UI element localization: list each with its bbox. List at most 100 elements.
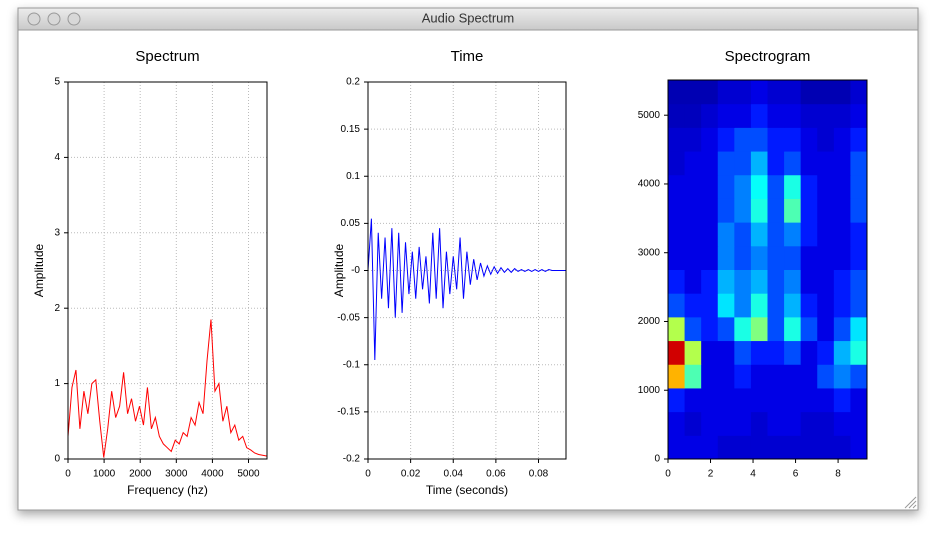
heat-cell <box>701 387 719 413</box>
window-title: Audio Spectrum <box>422 10 515 25</box>
heat-cell <box>684 174 702 199</box>
heat-cell <box>701 293 719 318</box>
resize-grip[interactable] <box>904 496 917 509</box>
heat-cell <box>717 364 735 389</box>
y-tick-label: 3 <box>54 227 60 238</box>
x-tick-label: 2000 <box>129 469 152 480</box>
heat-cell <box>817 222 835 247</box>
y-tick-label: 1000 <box>638 385 661 396</box>
heat-cell <box>850 364 868 389</box>
heat-cell <box>684 103 702 128</box>
heat-cell <box>850 80 868 105</box>
y-tick-label: 4000 <box>638 179 661 190</box>
heat-cell <box>734 151 752 176</box>
heat-cell <box>701 80 719 105</box>
heat-cell <box>734 198 752 223</box>
heat-cell <box>767 103 785 128</box>
plot-frame <box>667 79 868 460</box>
heat-cell <box>784 127 802 152</box>
heat-cell <box>833 103 851 128</box>
heat-cell <box>701 103 719 128</box>
heat-cell <box>800 198 818 223</box>
heat-cell <box>717 387 735 413</box>
heat-cell <box>833 340 851 365</box>
title-bar <box>17 7 919 31</box>
heat-cell <box>668 269 686 294</box>
zoom-button[interactable] <box>67 12 81 26</box>
heat-cell <box>750 80 768 105</box>
heat-cell <box>750 435 768 460</box>
close-button[interactable] <box>27 12 41 26</box>
heat-cell <box>850 198 868 223</box>
heat-cell <box>684 127 702 152</box>
heat-cell <box>833 127 851 152</box>
y-tick-label: -0.15 <box>337 407 360 418</box>
plot-background <box>68 82 267 459</box>
heat-cell <box>668 245 686 270</box>
y-tick-label: 0.1 <box>346 171 360 182</box>
heat-cell <box>717 174 735 199</box>
y-tick-label: 1 <box>54 378 60 389</box>
heat-cell <box>767 316 785 342</box>
heat-cell <box>684 198 702 223</box>
heat-cell <box>701 340 719 365</box>
heat-cell <box>750 387 768 413</box>
heat-cell <box>833 387 851 413</box>
heat-cell <box>850 411 868 436</box>
heat-cell <box>701 269 719 294</box>
x-tick-label: 4 <box>750 469 756 480</box>
heat-cell <box>684 80 702 105</box>
x-tick-label: 0.08 <box>529 469 549 480</box>
heat-cell <box>817 293 835 318</box>
heat-cell <box>684 151 702 176</box>
heat-cell <box>734 293 752 318</box>
heat-cell <box>784 151 802 176</box>
heat-cell <box>767 174 785 199</box>
x-tick-label: 0.02 <box>401 469 421 480</box>
heat-cell <box>668 387 686 413</box>
heat-cell <box>717 80 735 105</box>
heat-cell <box>750 103 768 128</box>
heat-cell <box>734 316 752 342</box>
x-axis-label: Time (seconds) <box>426 483 508 497</box>
heat-cell <box>850 103 868 128</box>
x-axis-label: Frequency (hz) <box>127 483 208 497</box>
heat-cell <box>767 411 785 436</box>
heat-cell <box>800 103 818 128</box>
heat-cell <box>817 387 835 413</box>
heat-cell <box>701 222 719 247</box>
x-tick-label: 0 <box>65 469 71 480</box>
heat-cell <box>817 174 835 199</box>
heat-cell <box>734 387 752 413</box>
heat-cell <box>701 174 719 199</box>
heat-cell <box>684 245 702 270</box>
heat-cell <box>717 127 735 152</box>
x-tick-label: 0.06 <box>486 469 506 480</box>
y-tick-label: 5 <box>54 77 60 88</box>
heat-cell <box>734 435 752 460</box>
heat-cell <box>800 435 818 460</box>
minimize-button[interactable] <box>47 12 61 26</box>
heat-cell <box>767 127 785 152</box>
y-tick-label: -0.2 <box>343 454 361 465</box>
heat-cell <box>817 435 835 460</box>
heat-cell <box>800 293 818 318</box>
heat-cell <box>668 316 686 342</box>
heat-cell <box>833 222 851 247</box>
heat-cell <box>800 174 818 199</box>
heat-cell <box>684 364 702 389</box>
heat-cell <box>684 222 702 247</box>
heat-cell <box>833 174 851 199</box>
heat-cell <box>833 411 851 436</box>
y-tick-label: 2 <box>54 303 60 314</box>
data-line <box>367 218 566 361</box>
heat-cell <box>833 293 851 318</box>
heat-cell <box>833 269 851 294</box>
x-tick-label: 0 <box>365 469 371 480</box>
x-tick-label: 5000 <box>237 469 260 480</box>
heat-cell <box>800 222 818 247</box>
heat-cell <box>767 222 785 247</box>
heat-cell <box>750 340 768 365</box>
heat-cell <box>800 340 818 365</box>
